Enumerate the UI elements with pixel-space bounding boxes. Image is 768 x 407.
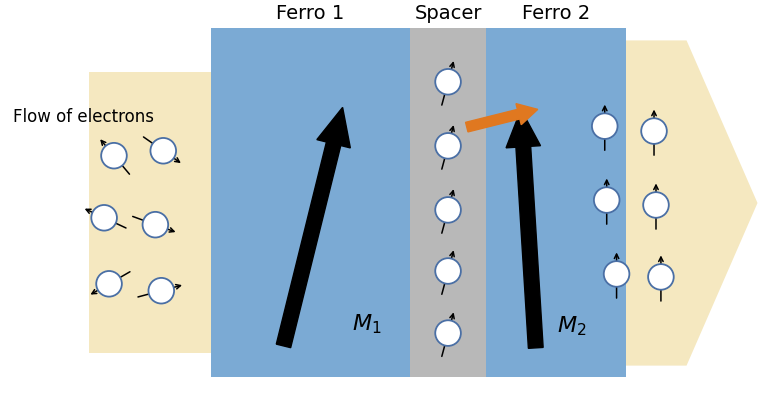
Bar bbox=[210, 28, 409, 377]
Ellipse shape bbox=[151, 138, 176, 164]
Text: Flow of electrons: Flow of electrons bbox=[14, 108, 154, 126]
Ellipse shape bbox=[641, 118, 667, 144]
Polygon shape bbox=[559, 40, 757, 365]
Ellipse shape bbox=[435, 320, 461, 346]
Bar bbox=[486, 28, 627, 377]
Bar bbox=[409, 28, 486, 377]
Ellipse shape bbox=[592, 113, 617, 139]
Ellipse shape bbox=[643, 192, 669, 218]
FancyArrow shape bbox=[276, 107, 350, 348]
Ellipse shape bbox=[148, 278, 174, 304]
Text: Spacer: Spacer bbox=[414, 4, 482, 23]
Ellipse shape bbox=[435, 197, 461, 223]
Ellipse shape bbox=[594, 187, 620, 213]
Bar bbox=[89, 72, 213, 353]
Ellipse shape bbox=[648, 264, 674, 290]
Ellipse shape bbox=[604, 261, 630, 287]
Text: $M_2$: $M_2$ bbox=[558, 314, 587, 338]
Text: Ferro 2: Ferro 2 bbox=[522, 4, 591, 23]
Ellipse shape bbox=[435, 133, 461, 159]
FancyArrow shape bbox=[506, 109, 543, 348]
Ellipse shape bbox=[96, 271, 122, 297]
Ellipse shape bbox=[91, 205, 117, 231]
Ellipse shape bbox=[101, 143, 127, 168]
Ellipse shape bbox=[435, 258, 461, 284]
Text: Ferro 1: Ferro 1 bbox=[276, 4, 344, 23]
FancyArrow shape bbox=[465, 104, 538, 132]
Ellipse shape bbox=[143, 212, 168, 238]
Ellipse shape bbox=[435, 69, 461, 94]
Text: $M_1$: $M_1$ bbox=[353, 313, 382, 336]
